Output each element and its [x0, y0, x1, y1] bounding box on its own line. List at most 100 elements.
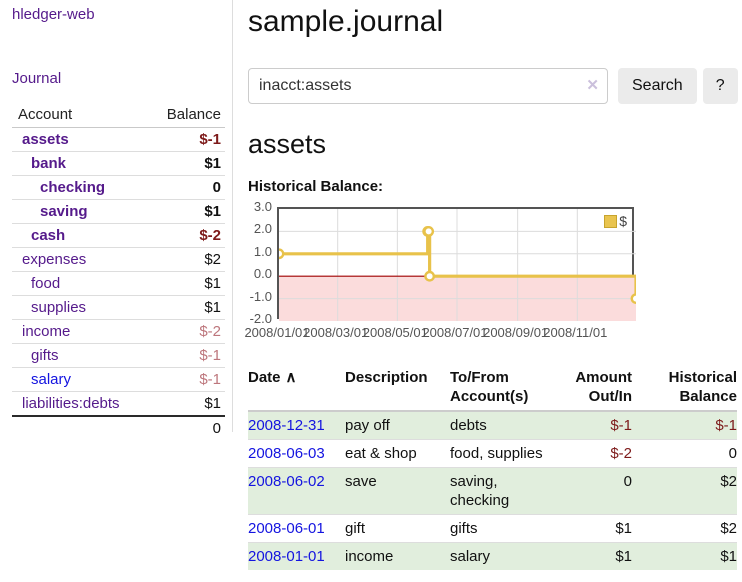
y-axis-tick-label: 0.0 — [253, 266, 272, 282]
account-row: checking 0 — [12, 175, 225, 200]
data-point — [424, 270, 436, 282]
main-content: sample.journal ✕ Search ? assets Histori… — [244, 0, 742, 570]
transaction-amount: $1 — [554, 514, 640, 543]
brand-link[interactable]: hledger-web — [12, 6, 95, 23]
chart-plot-area: $ — [277, 207, 636, 321]
transaction-amount: $-2 — [554, 439, 640, 468]
y-axis-tick-label: 2.0 — [253, 221, 272, 237]
account-balance: $-2 — [147, 319, 225, 344]
account-balance: $1 — [147, 271, 225, 296]
chart-title: Historical Balance: — [248, 178, 384, 195]
chart-canvas — [279, 209, 636, 321]
sort-ascending-icon: ∧ — [285, 369, 297, 386]
accounts-col-account: Account — [12, 104, 148, 128]
transaction-balance: $2 — [640, 514, 737, 543]
transaction-amount: $-1 — [610, 417, 632, 434]
search-box: ✕ — [248, 68, 608, 104]
transaction-date-link[interactable]: 2008-12-31 — [248, 417, 325, 434]
sidebar-item-journal[interactable]: Journal — [12, 70, 62, 87]
sidebar-account-link[interactable]: gifts — [31, 347, 59, 364]
data-point — [423, 226, 435, 237]
data-point — [279, 248, 285, 260]
transaction-date-link[interactable]: 2008-06-03 — [248, 445, 325, 462]
account-balance: $-1 — [147, 343, 225, 368]
search-button[interactable]: Search — [618, 68, 697, 104]
transaction-description: gift — [345, 514, 450, 543]
accounts-header-row: Account Balance — [12, 104, 225, 128]
sidebar-account-link[interactable]: food — [31, 275, 61, 292]
register-row: 2008-06-03 eat & shop food, supplies $-2 0 — [248, 439, 737, 468]
transaction-accounts: debts — [450, 417, 487, 434]
sidebar-account-link[interactable]: bank — [31, 155, 67, 172]
sidebar-divider — [232, 0, 233, 432]
transaction-accounts: gifts — [450, 514, 554, 543]
transaction-description: eat & shop — [345, 439, 450, 468]
register-row: 2008-12-31 pay off debts $-1 $-1 — [248, 411, 737, 440]
register-row: 2008-06-01 gift gifts $1 $2 — [248, 514, 737, 543]
register-col-amount-out-in: Amount Out/In — [554, 366, 640, 412]
sidebar: hledger-web Journal Account Balance asse… — [0, 0, 231, 440]
sidebar-account-link[interactable]: income — [22, 323, 71, 340]
x-axis-tick-label: 2008/09/01 — [483, 325, 549, 340]
x-axis-tick-label: 2008/11/01 — [543, 325, 608, 340]
sidebar-account-link[interactable]: liabilities:debts — [22, 395, 120, 412]
account-balance: 0 — [147, 175, 225, 200]
page-title: sample.journal — [248, 5, 444, 38]
transaction-description: save — [345, 467, 450, 515]
help-button[interactable]: ? — [702, 68, 738, 104]
account-row: gifts $-1 — [12, 343, 225, 368]
x-axis-tick-label: 2008/05/01 — [362, 325, 428, 340]
accounts-col-balance: Balance — [147, 104, 225, 128]
clear-search-icon[interactable]: ✕ — [586, 77, 599, 94]
chart-legend: $ — [602, 212, 629, 230]
y-axis-tick-label: 3.0 — [253, 199, 272, 214]
transaction-date-link[interactable]: 2008-06-01 — [248, 520, 325, 537]
transaction-amount: 0 — [554, 467, 640, 515]
sidebar-account-link[interactable]: salary — [31, 371, 72, 388]
transaction-accounts: food, supplies — [450, 439, 554, 468]
account-balance: $-2 — [147, 223, 225, 248]
historical-balance-chart: $ 3.0 2.0 1.0 0.0 -1.0 -2.0 2008/01/01 2008/03/… — [244, 199, 742, 346]
transaction-balance: 0 — [640, 439, 737, 468]
transaction-date-link[interactable]: 2008-01-01 — [248, 548, 325, 565]
account-row: liabilities:debts $1 — [12, 391, 225, 416]
sidebar-account-link[interactable]: saving — [40, 203, 88, 220]
register-col-date[interactable]: Date ∧ — [248, 366, 345, 412]
y-axis-tick-label: 1.0 — [253, 243, 272, 259]
sidebar-account-link[interactable]: expenses — [22, 251, 87, 268]
account-row: food $1 — [12, 271, 225, 296]
account-row: supplies $1 — [12, 295, 225, 320]
register-col-to-from-account-s: To/From Account(s) — [450, 366, 554, 412]
transaction-date-link[interactable]: 2008-06-02 — [248, 473, 325, 490]
transaction-amount: $1 — [554, 542, 640, 570]
y-axis-tick-label: -2.0 — [249, 311, 272, 326]
register-col-description: Description — [345, 366, 450, 412]
account-row: income $-2 — [12, 319, 225, 344]
account-balance: $-1 — [199, 131, 221, 148]
account-balance: $-1 — [147, 367, 225, 392]
data-point — [630, 293, 636, 304]
account-heading: assets — [248, 129, 327, 159]
search-input[interactable] — [248, 68, 608, 104]
register-header-row: Date ∧ Description To/From Account(s) Amount… — [248, 366, 737, 412]
accounts-table: Account Balance assets $-1 bank $1 checking 0… — [12, 104, 225, 440]
sidebar-account-link[interactable]: cash — [31, 227, 66, 244]
sidebar-account-link[interactable]: supplies — [31, 299, 87, 316]
accounts-total-row: 0 — [12, 415, 225, 440]
transaction-balance: $2 — [640, 467, 737, 515]
accounts-total-value: 0 — [147, 415, 225, 440]
x-axis-tick-label: 2008/03/01 — [303, 325, 369, 340]
transaction-accounts: salary — [450, 542, 554, 570]
legend-swatch-icon — [604, 214, 618, 228]
account-balance: $1 — [147, 199, 225, 224]
sidebar-account-link[interactable]: checking — [40, 179, 106, 196]
account-row: assets $-1 — [12, 128, 225, 152]
register-row: 2008-01-01 income salary $1 $1 — [248, 542, 737, 570]
register-row: 2008-06-02 save saving, checking 0 $2 — [248, 467, 737, 515]
transaction-balance: $1 — [640, 542, 737, 570]
sidebar-account-link[interactable]: assets — [22, 131, 69, 148]
transaction-accounts: saving, checking — [450, 467, 554, 515]
accounts-total-spacer — [12, 415, 148, 440]
transaction-description: pay off — [345, 417, 390, 434]
account-balance: $1 — [147, 151, 225, 176]
